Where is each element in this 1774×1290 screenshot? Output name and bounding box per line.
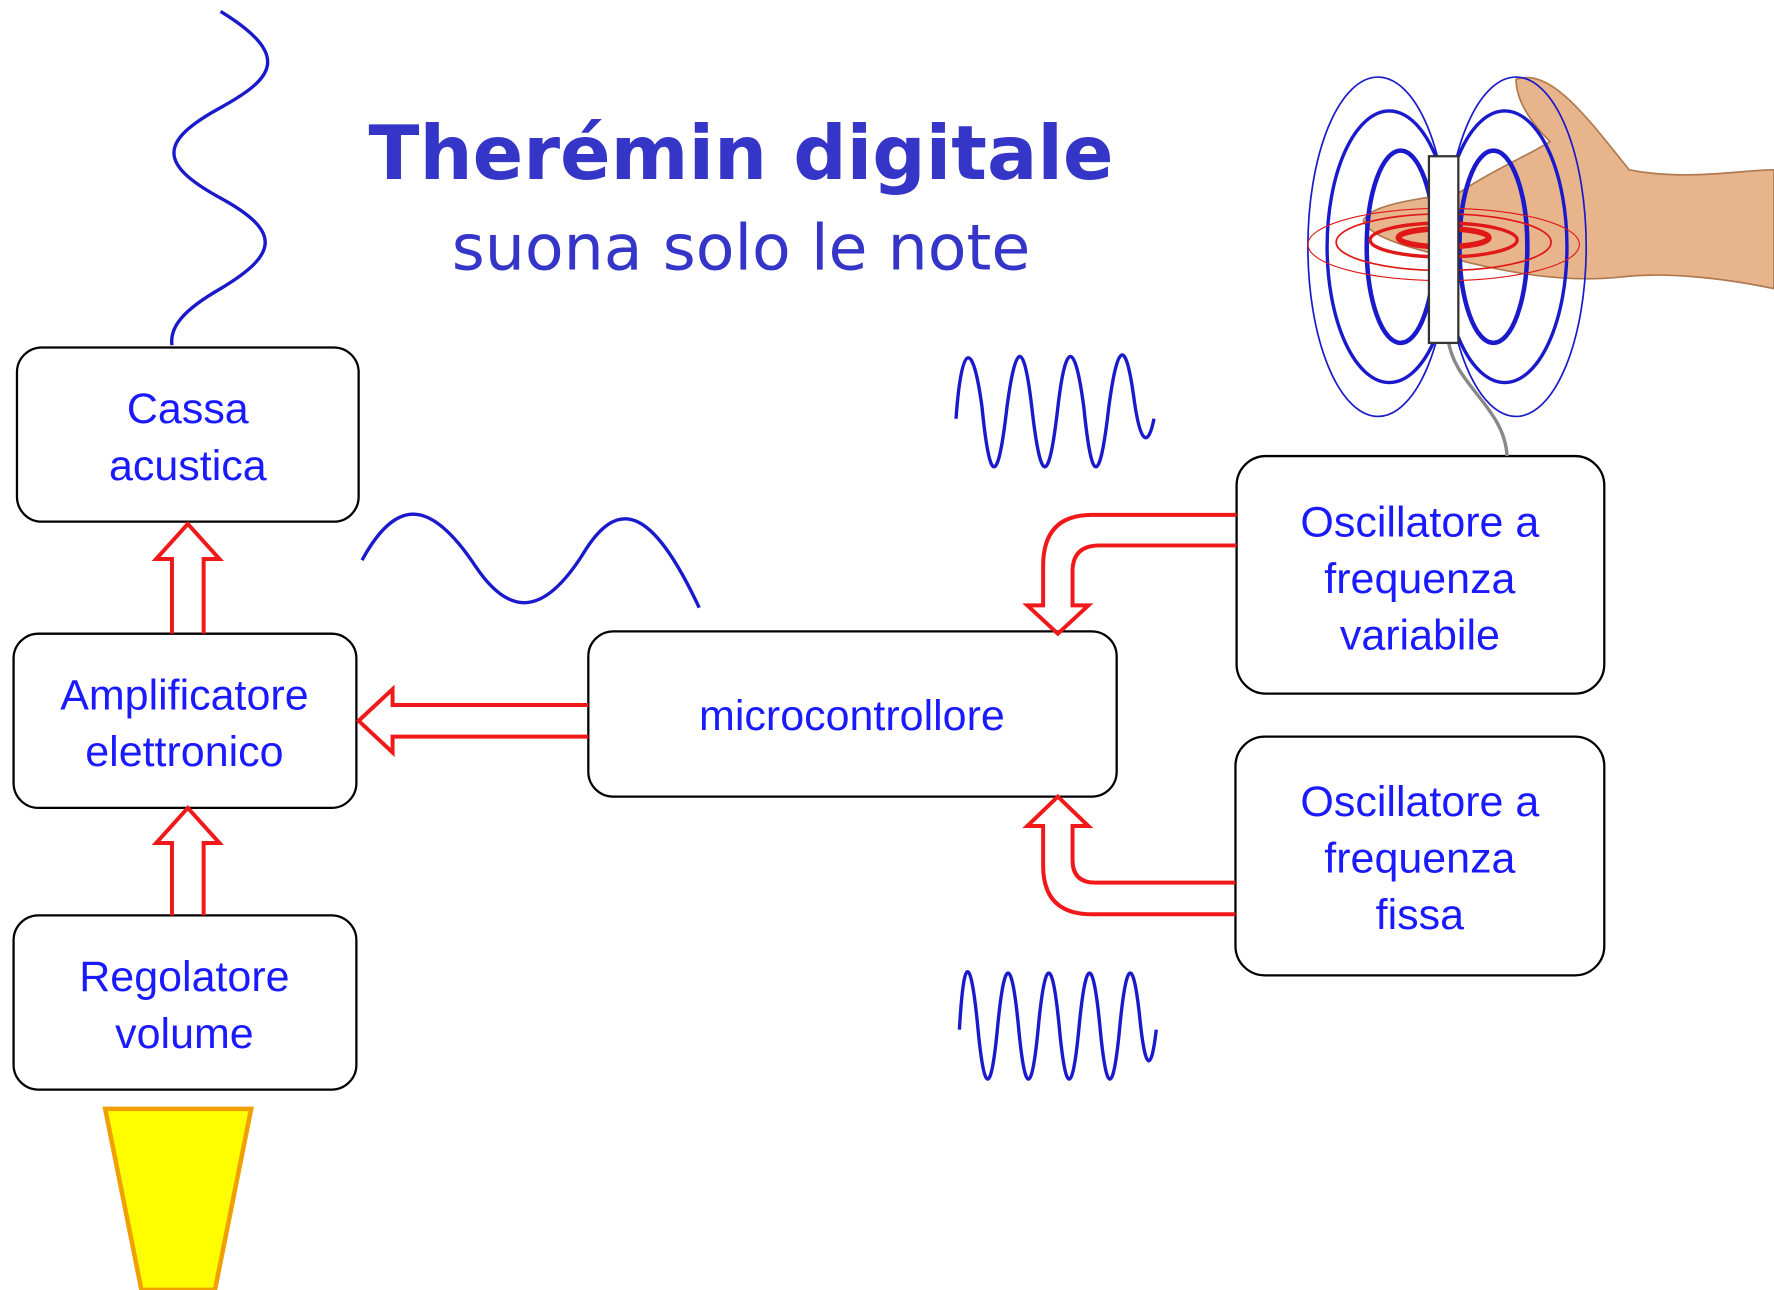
page: Therémin digitale suona solo le note Cas… [0,0,1774,1290]
node-label: variabile [1340,612,1500,660]
node-label: Cassa [127,385,249,433]
arrow [156,808,219,915]
speaker-wave [172,11,268,345]
node-label: Amplificatore [60,671,308,719]
fixed-wave [959,972,1156,1079]
arrow [359,689,589,752]
arrow [1027,797,1235,915]
volume-box [14,915,357,1089]
speaker-box [17,347,359,521]
node-label: microcontrollore [699,692,1005,740]
node-label: fissa [1376,891,1464,939]
volume-antenna [105,1109,251,1290]
node-label: frequenza [1324,555,1515,603]
node-label: acustica [109,442,267,490]
diagram: Therémin digitale suona solo le note Cas… [0,0,1774,1290]
variable-wave [956,355,1154,467]
node-label: volume [115,1010,254,1058]
node-label: elettronico [85,728,283,776]
title: Therémin digitale [369,110,1114,197]
antenna [1429,156,1458,343]
arrow [156,524,219,634]
node-label: frequenza [1324,834,1515,882]
antenna-cable [1448,340,1507,457]
node-label: Regolatore [79,953,289,1001]
arrow [1027,515,1236,634]
output-wave [362,514,699,608]
subtitle: suona solo le note [452,210,1031,284]
node-label: Oscillatore a [1300,778,1539,826]
amplifier-box [14,634,357,808]
node-label: Oscillatore a [1300,498,1539,546]
